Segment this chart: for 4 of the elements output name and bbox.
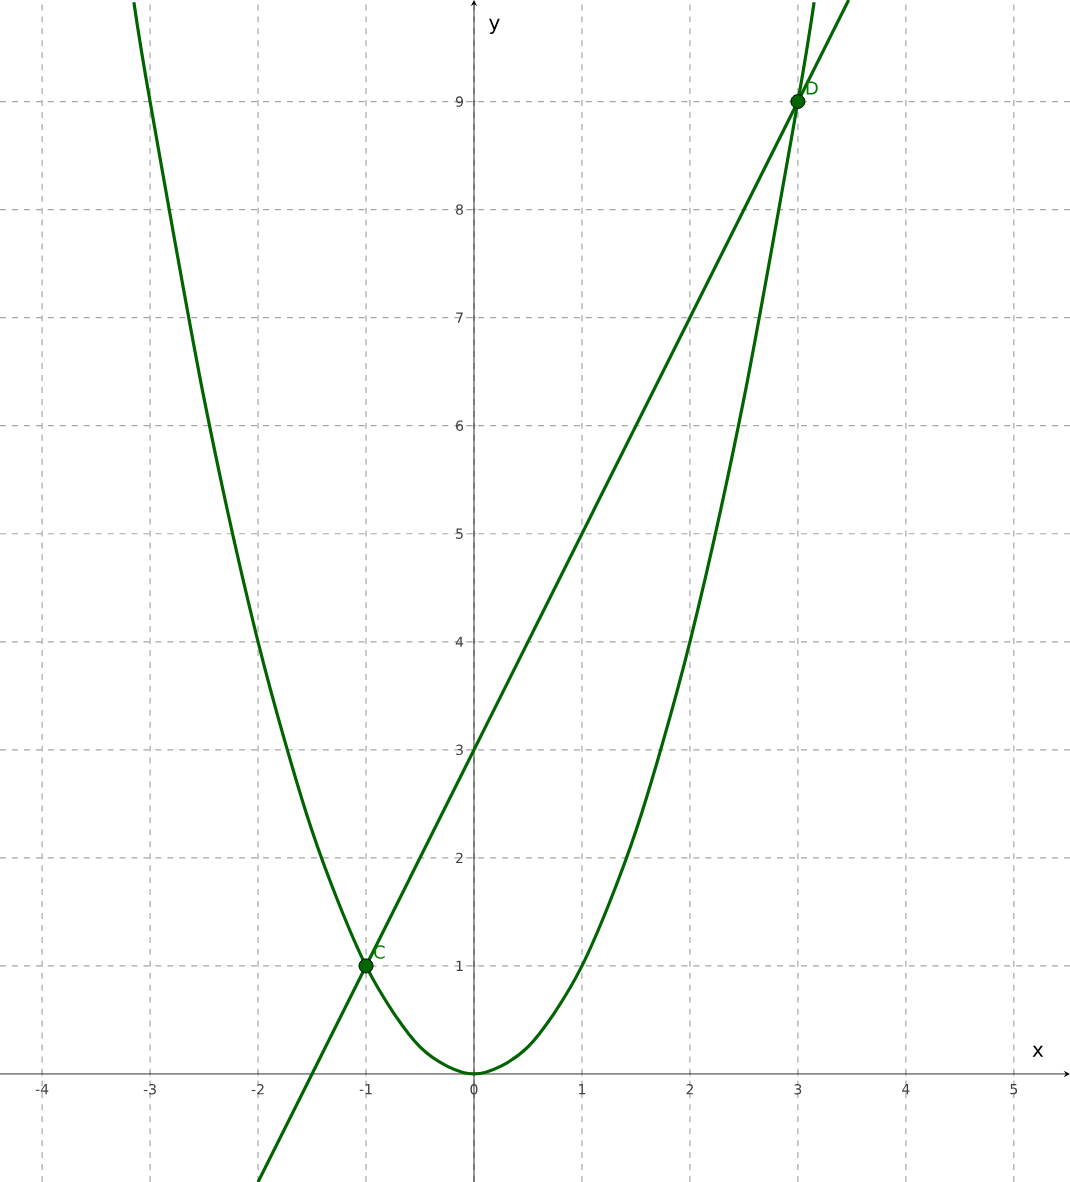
x-axis-title: x (1032, 1045, 1044, 1057)
annotation: D (806, 81, 818, 95)
annotation: C (374, 945, 385, 959)
y-axis-title: y (489, 18, 500, 34)
